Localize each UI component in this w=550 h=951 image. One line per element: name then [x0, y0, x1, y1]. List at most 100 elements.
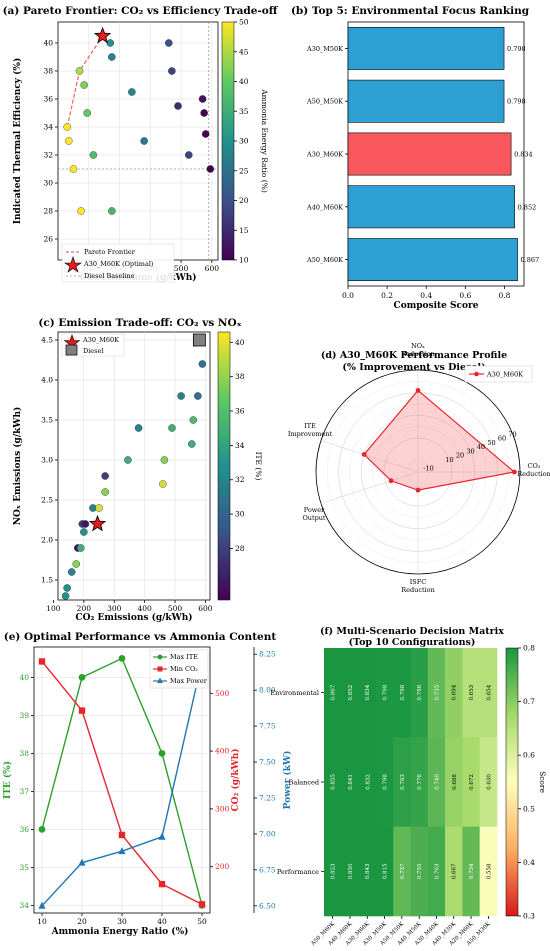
- legend-diesel-square-icon: [65, 344, 78, 356]
- panel-f-cell-value: 0.855: [331, 774, 337, 790]
- panel-b-x-tick-label: 0.0: [342, 291, 354, 300]
- panel-a-scatter-point: [63, 123, 72, 131]
- panel-f-heatmap-cell: [324, 648, 342, 738]
- panel-f-heatmap-cell: [462, 737, 480, 827]
- panel-c-scatter-point: [72, 560, 81, 568]
- panel-f-cell-value: 0.850: [348, 863, 354, 879]
- panel-c-y-tick-label: 3.0: [41, 456, 53, 465]
- panel-c-scatter-point: [160, 456, 169, 464]
- panel-c-cbar-tick-label: 28: [235, 544, 245, 553]
- panel-a-cbar-tick-label: 50: [239, 18, 249, 27]
- panel-a-y-axis-label: Indicated Thermal Efficiency (%): [12, 58, 23, 224]
- panel-f-cell-value: 0.755: [417, 863, 423, 879]
- panel-f-cbar-tick-label: 0.8: [523, 644, 535, 653]
- panel-b-x-tick-label: 0.2: [381, 291, 393, 300]
- panel-f-heatmap-cell: [410, 826, 429, 917]
- panel-b-x-tick-label: 0.8: [498, 291, 510, 300]
- panel-d-r-tick-label: 60: [498, 435, 506, 443]
- panel-e-ite-tick-label: 34: [19, 901, 29, 910]
- panel-d-axis-label: Reduction: [517, 470, 550, 478]
- panel-a-scatter-point: [75, 67, 84, 75]
- panel-a-scatter-point: [64, 137, 73, 145]
- panel-e-title: (e) Optimal Performance vs Ammonia Conte…: [4, 631, 277, 643]
- panel-a-y-tick-label: 26: [43, 235, 53, 244]
- legend-diesel-label: Diesel Baseline: [84, 272, 135, 280]
- panel-a-y-tick-label: 34: [43, 123, 53, 132]
- panel-a-scatter-point: [128, 88, 136, 96]
- panel-a-cbar-tick-label: 45: [239, 47, 249, 56]
- panel-a-colorbar-label: Ammonia Energy Ratio (%): [260, 88, 269, 193]
- panel-a-y-tick-label: 40: [43, 39, 53, 48]
- panel-e-ite-tick-label: 38: [19, 749, 29, 758]
- panel-e-right-tick-label: 7.00: [259, 829, 276, 838]
- panel-a-scatter-point: [140, 137, 148, 145]
- panel-a-y-tick-label: 32: [43, 151, 53, 160]
- panel-b-bar-value-label: 0.867: [521, 256, 540, 264]
- panel-a-cbar-tick-label: 35: [239, 107, 249, 116]
- panel-c-plot-area: [57, 331, 211, 601]
- panel-f-cell-value: 0.852: [348, 685, 354, 701]
- panel-d-axis-label: ITE: [304, 422, 316, 430]
- panel-a-pareto-line: [66, 35, 104, 128]
- panel-f-heatmap-cell: [393, 826, 411, 917]
- panel-f-cell-value: 0.776: [417, 774, 423, 790]
- panel-c-scatter-point: [101, 472, 109, 480]
- panel-f-cell-value: 0.734: [469, 863, 475, 879]
- panel-b-bar-value-label: 0.852: [518, 203, 537, 211]
- panel-e-ite-marker: [78, 674, 86, 681]
- panel-a-scatter-point: [174, 102, 182, 110]
- panel-c-y-axis-label: NOₓ Emissions (g/kWh): [12, 407, 23, 526]
- panel-d-r-tick-label: 30: [466, 447, 474, 455]
- panel-a-scatter-point: [164, 39, 173, 47]
- panel-f-heatmap-cell: [375, 826, 394, 917]
- panel-f-heatmap-cell: [358, 648, 377, 738]
- panel-a-y-tick-label: 28: [43, 207, 53, 216]
- panel-e-x-tick-label: 50: [197, 917, 207, 926]
- panel-f-heatmap-cell: [393, 737, 411, 827]
- panel-c-highlight-star: [88, 514, 107, 532]
- panel-c-scatter-point: [134, 424, 143, 432]
- panel-a-cbar-tick-label: 30: [239, 137, 249, 146]
- panel-d-radar-marker: [415, 388, 421, 393]
- panel-b-category-label: A40_M60K: [306, 203, 343, 211]
- panel-f-cbar-tick-label: 0.4: [523, 858, 535, 867]
- panel-d-legend: A30_M60K: [464, 365, 533, 383]
- panel-a-pareto-frontier: (a) Pareto Frontier: CO₂ vs Efficiency T…: [3, 5, 279, 283]
- panel-a-scatter-point: [108, 207, 116, 215]
- panel-d-r-tick-label: 20: [456, 452, 464, 460]
- panel-f-heatmap-cell: [479, 737, 498, 827]
- panel-f-heatmap-cell: [462, 826, 480, 917]
- panel-a-colorbar: [221, 21, 235, 261]
- legend-optimal-label: A30_M60K (Optimal): [83, 260, 154, 268]
- panel-b-bar: [347, 238, 518, 282]
- panel-c-scatter-point: [187, 440, 196, 448]
- panel-c-scatter-point: [80, 528, 88, 536]
- panel-f-heatmap-cell: [410, 648, 429, 738]
- panel-f-cell-value: 0.867: [331, 684, 337, 700]
- panel-a-title: (a) Pareto Frontier: CO₂ vs Efficiency T…: [3, 5, 279, 17]
- panel-e-co2-marker: [118, 831, 126, 839]
- panel-b-bar: [347, 132, 512, 176]
- panel-e-x-tick-label: 40: [157, 917, 167, 926]
- panel-c-scatter-point: [198, 360, 207, 368]
- panel-e-power-marker: [118, 847, 126, 855]
- panel-e-ite-tick-label: 40: [19, 673, 29, 682]
- panel-c-scatter-point: [63, 584, 71, 592]
- panel-f-cell-value: 0.786: [417, 684, 423, 700]
- panel-b-x-axis-label: Composite Score: [394, 301, 479, 311]
- panel-a-scatter-point: [206, 165, 215, 173]
- panel-f-cell-value: 0.688: [452, 774, 458, 790]
- legend-power-marker: [157, 677, 163, 683]
- panel-c-scatter-point: [77, 544, 85, 552]
- panel-c-scatter-point: [67, 568, 76, 576]
- panel-f-heatmap-cell: [324, 826, 342, 917]
- panel-e-co2-axis-label: CO₂ (g/kWh): [230, 748, 241, 811]
- panel-e-power-axis-label: Power (kW): [282, 751, 293, 810]
- panel-f-heatmap-cell: [375, 737, 394, 827]
- panel-e-ite-marker: [38, 826, 46, 833]
- panel-c-scatter-point: [159, 480, 167, 488]
- panel-f-heatmap-cell: [445, 648, 463, 738]
- panel-c-x-tick-label: 600: [198, 604, 213, 613]
- panel-f-cell-value: 0.654: [486, 684, 492, 700]
- panel-a-cbar-tick-label: 20: [239, 196, 249, 205]
